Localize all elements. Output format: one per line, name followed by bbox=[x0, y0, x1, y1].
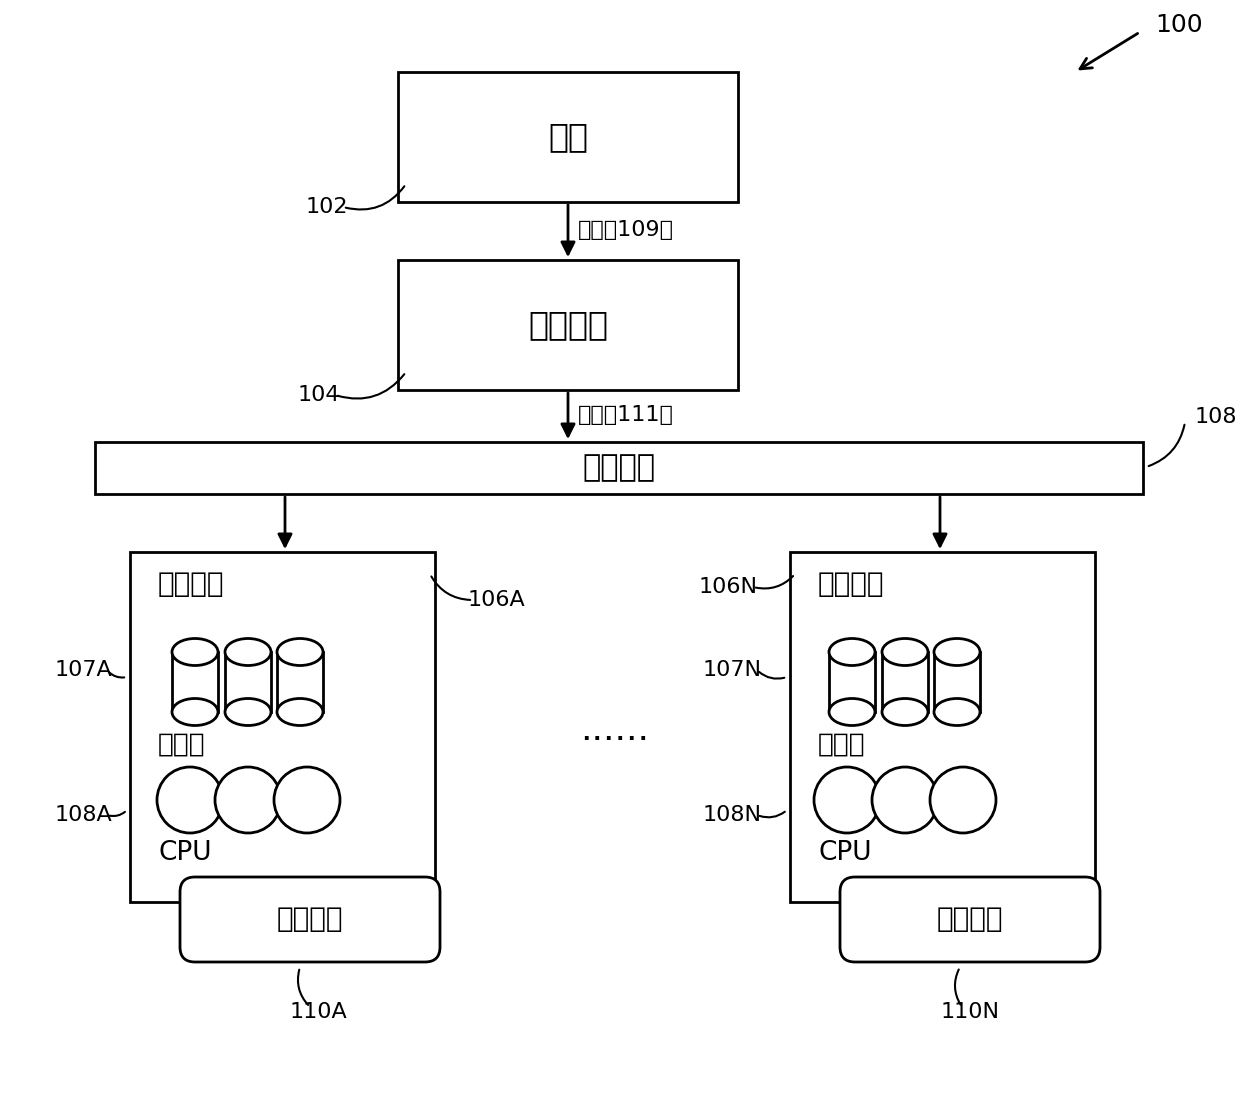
Text: 存储器: 存储器 bbox=[157, 732, 206, 757]
Circle shape bbox=[274, 767, 340, 833]
Bar bbox=[130, 552, 435, 902]
Bar bbox=[172, 652, 218, 712]
Ellipse shape bbox=[830, 639, 875, 665]
Bar bbox=[398, 72, 738, 201]
Bar bbox=[790, 552, 1095, 902]
FancyBboxPatch shape bbox=[180, 877, 440, 962]
Text: 协调节点: 协调节点 bbox=[528, 308, 608, 341]
Bar bbox=[882, 652, 928, 712]
Ellipse shape bbox=[830, 698, 875, 726]
Bar bbox=[95, 442, 1143, 494]
Text: 100: 100 bbox=[1154, 13, 1203, 37]
Bar bbox=[398, 260, 738, 390]
Text: 应用: 应用 bbox=[548, 120, 588, 153]
Text: 查询（109）: 查询（109） bbox=[578, 220, 675, 240]
Circle shape bbox=[157, 767, 223, 833]
Text: CPU: CPU bbox=[157, 840, 212, 866]
Text: 数据节点: 数据节点 bbox=[157, 570, 224, 598]
Text: ......: ...... bbox=[580, 713, 650, 746]
FancyBboxPatch shape bbox=[839, 877, 1100, 962]
Ellipse shape bbox=[172, 639, 218, 665]
Text: 108: 108 bbox=[1195, 407, 1238, 427]
Circle shape bbox=[215, 767, 281, 833]
Ellipse shape bbox=[224, 698, 272, 726]
Text: 108A: 108A bbox=[55, 805, 112, 825]
Text: 104: 104 bbox=[298, 385, 340, 405]
Circle shape bbox=[872, 767, 937, 833]
Ellipse shape bbox=[277, 698, 322, 726]
Text: 106N: 106N bbox=[699, 577, 758, 597]
Text: 107A: 107A bbox=[55, 659, 112, 680]
Text: CPU: CPU bbox=[818, 840, 872, 866]
Text: 执行引擎: 执行引擎 bbox=[277, 905, 343, 934]
Text: 107N: 107N bbox=[703, 659, 763, 680]
Bar bbox=[277, 652, 322, 712]
Circle shape bbox=[930, 767, 996, 833]
Ellipse shape bbox=[882, 698, 928, 726]
Text: 计划（111）: 计划（111） bbox=[578, 405, 673, 425]
Text: 108N: 108N bbox=[703, 805, 763, 825]
Text: 110N: 110N bbox=[940, 1002, 999, 1022]
Ellipse shape bbox=[882, 639, 928, 665]
Text: 存储器: 存储器 bbox=[818, 732, 866, 757]
Circle shape bbox=[813, 767, 880, 833]
Text: 102: 102 bbox=[305, 197, 348, 217]
Ellipse shape bbox=[934, 698, 980, 726]
Ellipse shape bbox=[934, 639, 980, 665]
Bar bbox=[224, 652, 272, 712]
Bar bbox=[830, 652, 875, 712]
Text: 110A: 110A bbox=[289, 1002, 347, 1022]
Ellipse shape bbox=[172, 698, 218, 726]
Text: 执行引擎: 执行引擎 bbox=[936, 905, 1003, 934]
Text: 106A: 106A bbox=[467, 590, 526, 610]
Text: 数据节点: 数据节点 bbox=[818, 570, 884, 598]
Bar bbox=[934, 652, 980, 712]
Text: 通信网络: 通信网络 bbox=[583, 454, 656, 482]
Ellipse shape bbox=[224, 639, 272, 665]
Ellipse shape bbox=[277, 639, 322, 665]
